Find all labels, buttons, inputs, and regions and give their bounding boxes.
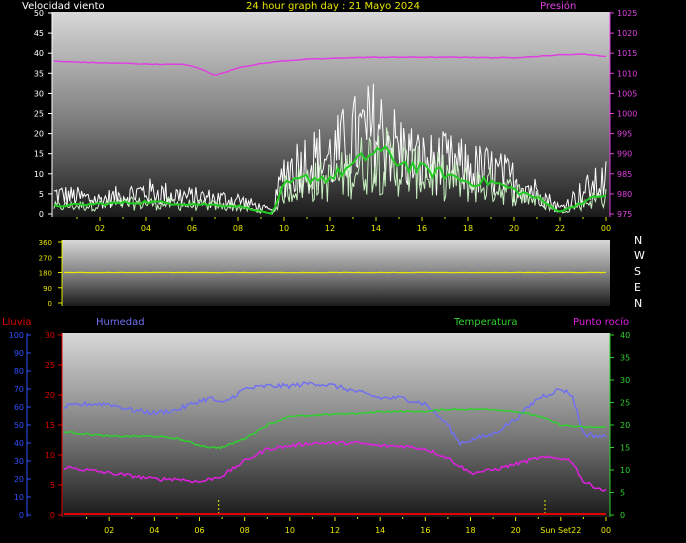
hour-tick-label: 08 [240, 526, 250, 535]
pressure-axis-label: 1015 [617, 49, 637, 58]
temperature-axis-label: 25 [620, 399, 630, 408]
temperature-axis-label: 30 [620, 376, 630, 385]
rain-axis-label: 20 [14, 475, 24, 484]
hour-tick-label: 10 [279, 224, 289, 233]
compass-n-top: N [634, 234, 642, 247]
compass-w: W [634, 249, 645, 262]
compass-e: E [634, 281, 641, 294]
wind-axis-label: 45 [34, 29, 44, 38]
pressure-axis-label: 995 [617, 130, 632, 139]
dewpoint-axis-label: 25 [45, 361, 55, 370]
direction-axis-label: 180 [39, 270, 52, 278]
hour-tick-label: 08 [233, 224, 243, 233]
hour-tick-label: 00 [601, 224, 611, 233]
pressure-axis-label: 975 [617, 210, 632, 219]
hour-tick-label: 16 [417, 224, 427, 233]
hour-tick-label: 18 [465, 526, 475, 535]
temperature-label: Temperatura [453, 317, 518, 328]
temperature-axis-label: 40 [620, 331, 630, 340]
hour-tick-label: 04 [141, 224, 151, 233]
wind-axis-label: 30 [34, 89, 44, 98]
rain-axis-label: 10 [14, 493, 24, 502]
wind-gust-series [53, 83, 607, 213]
wind-axis-label: 0 [39, 210, 44, 219]
rain-axis-label: 90 [14, 349, 24, 358]
temperature-axis-label: 10 [620, 466, 630, 475]
dewpoint-axis-label: 0 [50, 511, 55, 520]
rain-axis-label: 40 [14, 439, 24, 448]
dewpoint-axis-label: 20 [45, 391, 55, 400]
temperature-axis-label: 15 [620, 444, 630, 453]
dewpoint-series [63, 440, 607, 492]
pressure-axis-label: 1020 [617, 29, 637, 38]
temperature-humidity-panel [62, 333, 610, 517]
hour-tick-label: 06 [187, 224, 197, 233]
pressure-axis-label: 1000 [617, 110, 637, 119]
hour-tick-label: 14 [375, 526, 385, 535]
hour-tick-label: 04 [149, 526, 159, 535]
dewpoint-axis-label: 30 [45, 331, 55, 340]
wind-axis-label: 50 [34, 9, 44, 18]
dewpoint-label: Punto rocío [573, 316, 629, 328]
dewpoint-axis-label: 10 [45, 451, 55, 460]
wind-axis-label: 5 [39, 190, 44, 199]
hour-tick-label: 00 [601, 526, 611, 535]
compass-s: S [634, 265, 641, 278]
pressure-axis-label: 985 [617, 170, 632, 179]
hour-tick-label: 12 [325, 224, 335, 233]
pressure-label: Presión [540, 0, 576, 12]
dewpoint-axis-label: 5 [50, 481, 55, 490]
wind-axis-label: 40 [34, 49, 44, 58]
hour-tick-label: 22 [555, 224, 565, 233]
rain-axis-label: 60 [14, 403, 24, 412]
wind-axis-label: 35 [34, 69, 44, 78]
temperature-axis-label: 20 [620, 421, 630, 430]
pressure-series [53, 53, 607, 76]
humidity-series [63, 381, 607, 447]
wind-axis-label: 10 [34, 170, 44, 179]
humidity-label: Humedad [96, 317, 145, 328]
direction-axis-label: 0 [48, 300, 52, 308]
rain-axis-label: 100 [9, 331, 24, 340]
temperature-axis-label: 5 [620, 489, 625, 498]
rain-label: Lluvia [2, 317, 32, 328]
pressure-axis-label: 1010 [617, 69, 637, 78]
temperature-axis-label: 0 [620, 511, 625, 520]
hour-tick-label: 06 [194, 526, 204, 535]
rain-axis-label: 70 [14, 385, 24, 394]
pressure-axis-label: 990 [617, 150, 632, 159]
hour-tick-label: 14 [371, 224, 381, 233]
wind-axis-label: 20 [34, 130, 44, 139]
hour-tick-label: 20 [511, 526, 521, 535]
hour-tick-label: 12 [330, 526, 340, 535]
hour-tick-label: 02 [104, 526, 114, 535]
temperature-axis-label: 35 [620, 354, 630, 363]
hour-tick-label: 20 [509, 224, 519, 233]
hour-tick-label: 02 [95, 224, 105, 233]
compass-n-bottom: N [634, 297, 642, 310]
wind-average-light-series [53, 127, 607, 215]
hour-tick-label: 10 [285, 526, 295, 535]
temperature-series [63, 407, 607, 450]
pressure-axis-label: 1025 [617, 9, 637, 18]
wind-average-series [53, 144, 607, 215]
wind-axis-label: 25 [34, 110, 44, 119]
wind-axis-label: 15 [34, 150, 44, 159]
rain-axis-label: 80 [14, 367, 24, 376]
pressure-axis-label: 980 [617, 190, 632, 199]
hour-tick-label: 18 [463, 224, 473, 233]
rain-axis-label: 0 [19, 511, 24, 520]
page-title: 24 hour graph day : 21 Mayo 2024 [246, 1, 420, 12]
pressure-axis-label: 1005 [617, 89, 637, 98]
dewpoint-axis-label: 15 [45, 421, 55, 430]
direction-axis-label: 90 [43, 285, 52, 293]
hour-tick-label: 16 [420, 526, 430, 535]
hour-tick-label: Sun Set22 [540, 526, 581, 535]
wind-speed-label: Velocidad viento [22, 1, 105, 12]
rain-axis-label: 30 [14, 457, 24, 466]
rain-axis-label: 50 [14, 421, 24, 430]
direction-axis-label: 360 [39, 239, 52, 247]
direction-axis-label: 270 [39, 254, 52, 262]
